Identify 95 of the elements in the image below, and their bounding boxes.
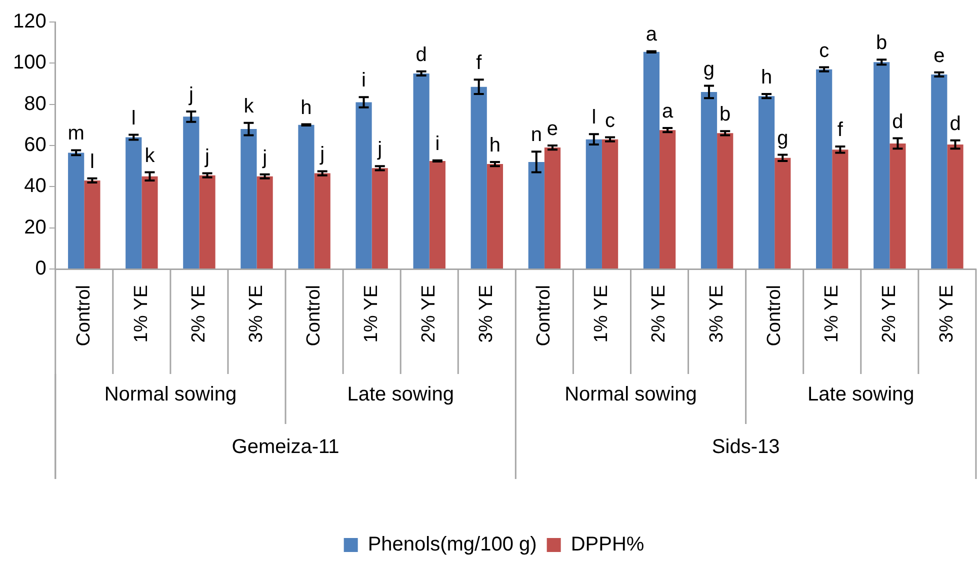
bar [298,124,314,268]
data-label: b [720,104,731,126]
data-label: h [760,66,772,89]
bar [544,148,561,268]
x-tick-label: Control [304,285,325,346]
bar [931,74,948,268]
bar [643,52,660,268]
x-tick-label: 3% YE [936,285,958,343]
bar [256,176,273,268]
text: Gemeiza-11 [232,436,340,458]
bar [874,62,890,268]
bar [947,144,964,268]
text: Late sowing [808,384,914,406]
data-label: f [476,52,482,74]
y-tick-label: 60 [24,134,46,156]
x-tick-label: 1% YE [130,285,152,343]
bar [586,139,602,268]
x-tick-label: 2% YE [878,285,900,343]
data-label: n [530,124,542,146]
data-label: i [362,70,366,92]
text: Normal sowing [104,384,237,406]
bar [68,152,84,268]
data-label: l [592,106,596,129]
data-label: a [646,24,658,46]
y-tick-label: 80 [24,92,46,115]
bar [413,73,430,268]
bar [199,175,216,268]
x-tick-label: 1% YE [591,285,612,343]
y-tick-label: 0 [35,258,46,280]
text: Late sowing [347,384,454,406]
data-label: j [204,146,210,168]
data-label: l [90,150,94,173]
x-tick-label: Control [73,285,94,346]
x-tick-label: 3% YE [706,285,728,343]
x-tick-label: 1% YE [361,285,382,343]
data-label: j [262,146,268,169]
bar [84,180,100,268]
data-label: h [489,134,501,156]
bar [356,102,372,268]
data-label: j [376,138,382,161]
bar [774,158,791,268]
bar [486,164,504,268]
bar [314,173,330,268]
data-label: l [131,107,136,130]
legend-label: Phenols(mg/100 g) [368,534,537,556]
data-label: d [892,110,904,133]
bar [660,130,676,268]
y-tick-label: 40 [24,175,46,198]
data-label: k [144,144,156,167]
bar [758,96,775,268]
x-tick-label: 2% YE [188,285,210,343]
data-label: b [876,32,888,54]
data-label: g [777,127,788,150]
data-label: g [703,58,715,80]
bar [429,160,446,268]
x-tick-label: 3% YE [246,285,267,343]
bar [240,129,257,268]
data-label: j [188,84,194,106]
data-label: c [819,40,830,62]
bar [126,137,142,268]
bar [528,162,544,268]
bar [832,150,848,268]
data-label: i [435,132,440,155]
data-label: j [319,144,325,166]
bar [142,176,158,268]
data-label: a [662,100,674,123]
x-tick-label: 3% YE [476,285,498,343]
text: Normal sowing [564,384,697,406]
text: Sids-13 [712,436,780,458]
y-tick-label: 100 [12,52,46,74]
bar [700,92,718,268]
data-label: e [934,44,945,67]
bar [602,139,618,268]
data-label: d [950,112,961,135]
data-label: e [546,118,558,140]
bar [372,168,388,268]
bar [717,133,734,268]
data-label: k [244,95,255,118]
y-tick-label: 120 [12,10,46,33]
x-tick-label: 1% YE [821,285,842,343]
bar [816,69,832,268]
x-tick-label: 2% YE [648,285,670,343]
data-label: h [300,96,312,119]
data-label: d [416,44,427,66]
bar [470,86,487,268]
data-label: c [605,110,616,132]
data-label: f [837,119,844,142]
bar [890,143,906,268]
x-tick-label: Control [764,285,785,346]
x-tick-label: Control [534,285,555,346]
x-tick-label: 2% YE [418,285,440,343]
legend-label: DPPH% [570,534,644,556]
bar [183,116,200,268]
y-tick-label: 20 [24,216,46,238]
data-label: m [68,122,84,145]
